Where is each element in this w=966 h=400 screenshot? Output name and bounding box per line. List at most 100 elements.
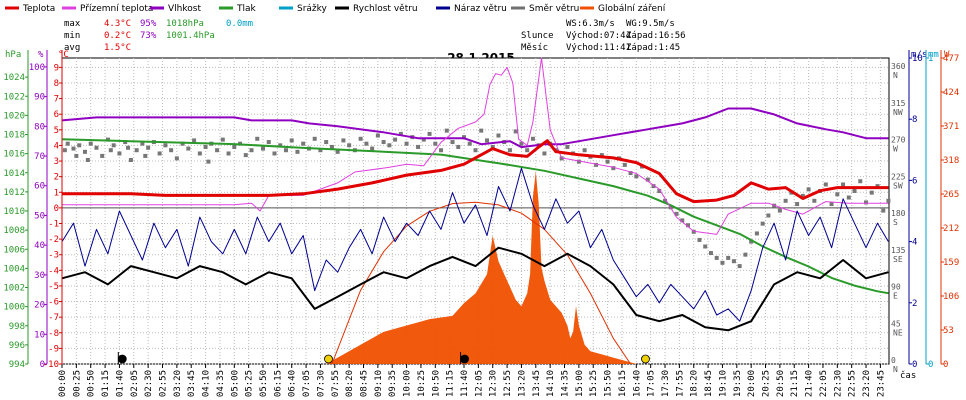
temperature-axis-label: -5 <box>48 282 59 292</box>
temperature-axis-label: -6 <box>48 298 59 308</box>
wind-dir-point <box>852 189 857 194</box>
time-label: 05:50 <box>259 370 269 397</box>
wind-dir-point <box>375 133 380 138</box>
wind-dir-point <box>886 198 891 203</box>
legend-label: Tlak <box>236 4 257 14</box>
humidity-axis-label: 30 <box>34 271 45 281</box>
wind-dir-point <box>272 151 277 156</box>
radiation-axis-label: 318 <box>943 156 959 166</box>
wind-dir-label: 315 <box>891 99 906 108</box>
wind-dir-point <box>663 198 668 203</box>
series-rychlost-v-tru <box>61 246 889 332</box>
time-label: 22:05 <box>819 370 829 397</box>
temperature-axis-label: 7 <box>54 95 59 105</box>
stat-max-temp: 4.3°C <box>104 19 131 29</box>
wind-dir-point <box>777 208 782 213</box>
wind-speed-axis-label: 8 <box>912 115 917 125</box>
time-label: 17:55 <box>675 370 685 397</box>
pressure-axis-label: 998 <box>9 322 25 332</box>
time-label: 18:20 <box>690 370 700 397</box>
wind-dir-label: S <box>893 218 898 227</box>
time-label: 20:50 <box>776 370 786 397</box>
temperature-axis-label: 9 <box>54 63 59 73</box>
unit-cas: čas <box>900 370 916 381</box>
time-label: 19:10 <box>718 370 728 397</box>
pressure-axis-label: 1010 <box>3 207 25 217</box>
wind-dir-label: E <box>893 292 898 301</box>
wind-dir-point <box>795 202 800 207</box>
wind-dir-point <box>685 223 690 228</box>
wind-dir-point <box>749 239 754 244</box>
sunset-info: Západ:16:56 <box>626 31 686 41</box>
pressure-axis-label: 1018 <box>3 131 25 141</box>
wind-dir-point <box>174 156 179 161</box>
pressure-axis-label: 1006 <box>3 245 25 255</box>
legend-label: Směr větru <box>529 4 579 14</box>
humidity-axis-label: 90 <box>34 93 45 103</box>
wind-dir-point <box>737 264 742 269</box>
time-label: 22:55 <box>848 370 858 397</box>
pressure-axis-label: 1020 <box>3 111 25 121</box>
pressure-axis-label: 1000 <box>3 303 25 313</box>
wind-dir-label: 270 <box>891 136 906 145</box>
series-radiation-area <box>326 171 637 364</box>
wind-dir-point <box>232 144 237 149</box>
time-label: 14:35 <box>561 370 571 397</box>
time-label: 18:45 <box>704 370 714 397</box>
wind-dir-point <box>846 195 851 200</box>
wind-dir-point <box>197 151 202 156</box>
wind-speed-axis-label: 10 <box>912 54 923 64</box>
wind-dir-point <box>88 141 93 146</box>
humidity-axis-label: 70 <box>34 152 45 162</box>
temperature-axis-label: 1 <box>54 188 59 198</box>
wind-dir-point <box>542 151 547 156</box>
rain-axis-label: 0 <box>928 360 933 370</box>
series-radiation-envelope <box>331 201 632 365</box>
wind-dir-point <box>800 193 805 198</box>
wind-dir-point <box>513 129 518 134</box>
wind-speed-axis-label: 4 <box>912 238 917 248</box>
temperature-axis-label: -1 <box>48 219 59 229</box>
temperature-axis-label: 2 <box>54 173 59 183</box>
axes: 00:00 00:25 00:50 01:15 01:40 02:05 02:30 02:55… <box>3 50 959 397</box>
sun-moon-info: WS:6.3m/s WG:9.5m/s Slunce Východ:07:44 … <box>521 19 686 53</box>
time-label: 15:00 <box>575 370 585 397</box>
wind-dir-label: N <box>893 365 898 374</box>
wind-dir-point <box>226 151 231 156</box>
temperature-axis-label: -8 <box>48 329 59 339</box>
humidity-axis-label: 60 <box>34 182 45 192</box>
wind-dir-point <box>100 153 105 158</box>
legend-label: Srážky <box>297 4 328 14</box>
wind-dir-point <box>743 252 748 257</box>
wind-dir-point <box>565 144 570 149</box>
time-label: 04:10 <box>202 370 212 397</box>
time-label: 10:25 <box>417 370 427 397</box>
radiation-axis-label: 53 <box>943 326 954 336</box>
time-label: 15:50 <box>604 370 614 397</box>
stat-avg-temp: 1.5°C <box>104 43 131 53</box>
wind-dir-point <box>283 148 288 153</box>
wind-dir-point <box>594 162 599 167</box>
wind-dir-point <box>261 146 266 151</box>
pressure-axis-label: 1012 <box>3 188 25 198</box>
wind-dir-point <box>278 143 283 148</box>
time-label: 23:20 <box>862 370 872 397</box>
event-sunset <box>641 354 650 364</box>
time-label: 03:20 <box>173 370 183 397</box>
wind-speed-axis-label: 0 <box>912 360 917 370</box>
humidity-axis-label: 50 <box>34 211 45 221</box>
wind-dir-point <box>387 143 392 148</box>
wind-dir-point <box>599 153 604 158</box>
wind-dir-point <box>393 137 398 142</box>
wind-dir-point <box>680 218 685 223</box>
wind-dir-point <box>143 153 148 158</box>
moon-label: Měsíc <box>521 43 548 53</box>
wind-dir-point <box>530 136 535 141</box>
wind-dir-point <box>806 187 811 192</box>
wind-dir-point <box>128 158 133 162</box>
wind-dir-point <box>869 190 874 195</box>
humidity-axis-label: 100 <box>29 63 45 73</box>
time-label: 09:35 <box>388 370 398 397</box>
time-label: 20:25 <box>762 370 772 397</box>
wind-dir-point <box>490 144 495 149</box>
